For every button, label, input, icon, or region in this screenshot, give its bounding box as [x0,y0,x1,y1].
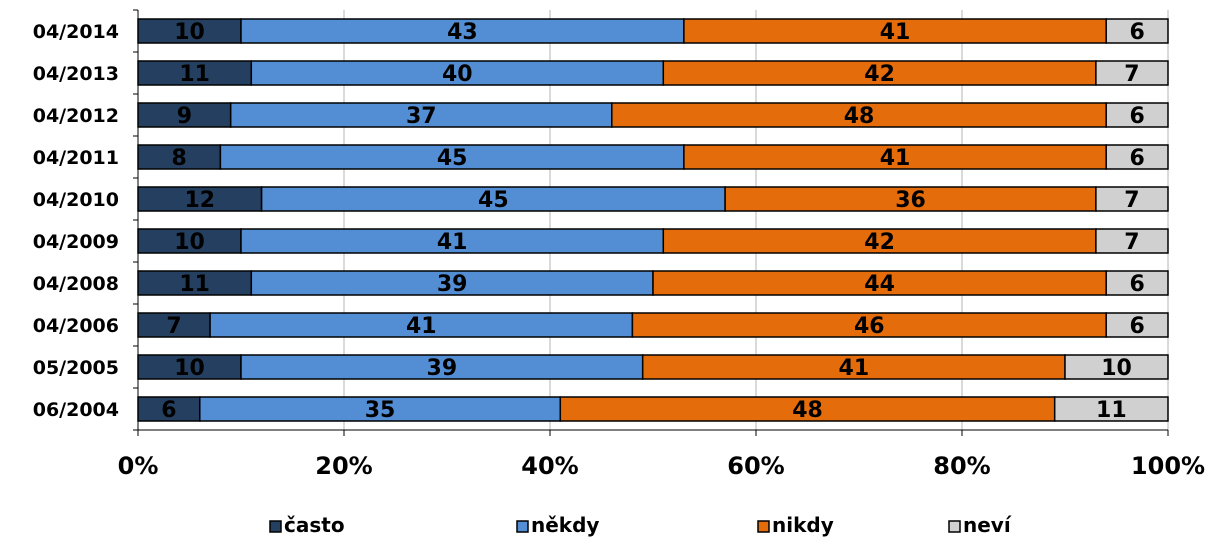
bar-segment [724,186,1097,212]
x-tick-label: 40% [521,452,578,480]
data-label: 11 [1096,398,1127,423]
data-label: 45 [437,146,468,171]
x-tick-label: 20% [315,452,372,480]
bar-segment [1053,396,1169,422]
bar-segment [683,144,1107,170]
x-tick-label: 100% [1131,452,1205,480]
data-label: 41 [880,20,911,45]
category-label: 06/2004 [33,399,119,421]
data-label: 45 [478,188,509,213]
data-label: 8 [172,146,187,171]
x-tick-label: 60% [727,452,784,480]
bar-segment [137,60,253,86]
legend-label: neví [963,513,1012,537]
data-label: 37 [406,104,437,129]
data-label: 48 [792,398,823,423]
data-label: 41 [406,314,437,339]
data-label: 10 [1101,356,1132,381]
category-label: 04/2009 [33,231,119,253]
data-label: 41 [839,356,870,381]
category-label: 04/2013 [33,63,119,85]
data-label: 39 [427,356,458,381]
data-label: 39 [437,272,468,297]
data-label: 9 [177,104,192,129]
category-label: 04/2012 [33,105,119,127]
bar-segment [209,312,634,338]
data-label: 42 [864,230,895,255]
bar-segment [641,354,1066,380]
category-label: 04/2008 [33,273,119,295]
legend-label: někdy [531,513,599,537]
category-label: 04/2006 [33,315,119,337]
bar-segment [683,18,1107,44]
category-label: 05/2005 [33,357,119,379]
legend-swatch [516,520,529,533]
data-label: 41 [880,146,911,171]
axis-layer [133,9,1169,436]
bar-segment [1095,60,1169,86]
data-label: 42 [864,62,895,87]
bar-segment [1105,312,1169,338]
bar-segment [1064,354,1169,380]
labels-layer: 0% 20% 40% 60% 80% 100% 04/2014 10 43 41 6 04/2013 1… [33,20,1205,480]
bar-segment [260,186,726,212]
category-label: 04/2011 [33,147,119,169]
category-label: 04/2010 [33,189,119,211]
data-label: 6 [1129,314,1144,339]
bars-layer [137,18,1169,422]
bar-segment [662,60,1097,86]
bar-segment [1105,102,1169,128]
data-label: 46 [854,314,885,339]
data-label: 10 [174,356,205,381]
bar-segment [240,228,665,254]
legend: často někdy nikdy neví [269,513,1012,537]
category-label: 04/2014 [33,21,119,43]
data-label: 10 [174,20,205,45]
bar-segment [662,228,1097,254]
legend-label: nikdy [772,513,834,537]
bar-segment [1105,144,1169,170]
data-label: 7 [166,314,181,339]
data-label: 6 [1129,20,1144,45]
bar-segment [1105,18,1169,44]
data-label: 6 [1129,104,1144,129]
bar-segment [250,270,654,296]
data-label: 11 [179,62,210,87]
data-label: 7 [1124,62,1139,87]
legend-swatch [269,520,282,533]
legend-swatch [757,520,770,533]
bar-segment [611,102,1107,128]
bar-segment [1095,228,1169,254]
bar-segment [1095,186,1169,212]
data-label: 36 [895,188,926,213]
data-label: 41 [437,230,468,255]
bar-segment [240,354,644,380]
data-label: 44 [864,272,895,297]
data-label: 40 [442,62,473,87]
data-label: 6 [1129,146,1144,171]
bar-segment [1105,270,1169,296]
data-label: 6 [1129,272,1144,297]
x-tick-label: 0% [118,452,159,480]
data-label: 7 [1124,230,1139,255]
bar-segment [199,396,562,422]
x-tick-label: 80% [933,452,990,480]
data-label: 10 [174,230,205,255]
data-label: 11 [179,272,210,297]
data-label: 7 [1124,188,1139,213]
legend-label: často [284,513,345,537]
data-label: 43 [447,20,478,45]
legend-swatch [948,520,961,533]
data-label: 48 [844,104,875,129]
data-label: 12 [184,188,215,213]
data-label: 6 [161,398,176,423]
data-label: 35 [365,398,396,423]
